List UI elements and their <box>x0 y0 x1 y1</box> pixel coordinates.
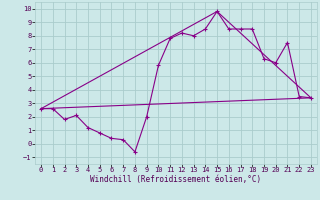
X-axis label: Windchill (Refroidissement éolien,°C): Windchill (Refroidissement éolien,°C) <box>91 175 261 184</box>
